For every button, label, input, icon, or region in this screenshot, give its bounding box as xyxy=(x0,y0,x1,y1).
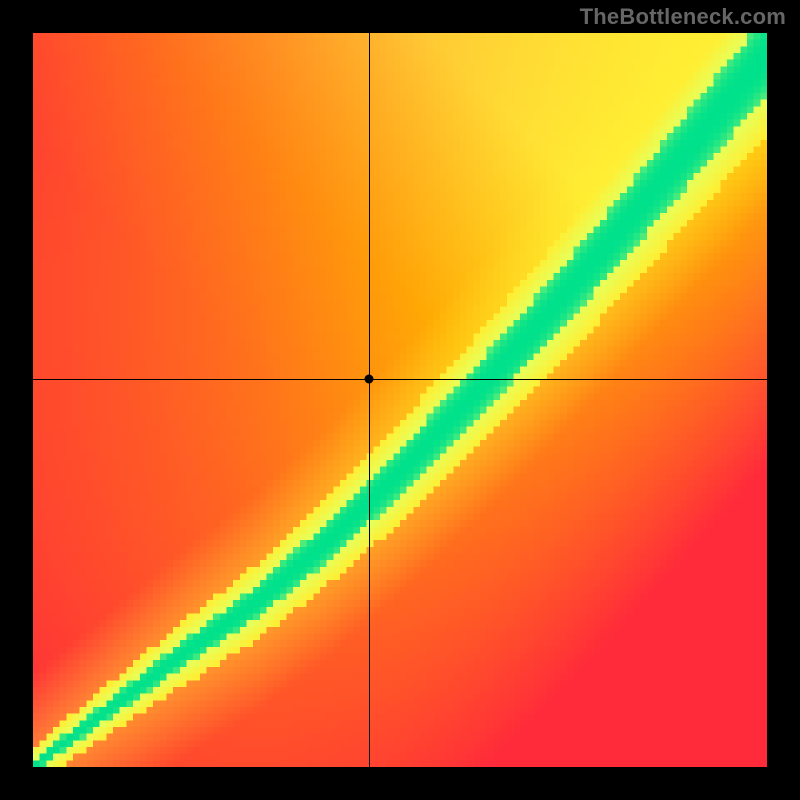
crosshair-dot xyxy=(365,375,374,384)
crosshair-vertical xyxy=(369,33,370,767)
watermark-text: TheBottleneck.com xyxy=(580,4,786,30)
chart-container: TheBottleneck.com xyxy=(0,0,800,800)
crosshair-horizontal xyxy=(33,379,767,380)
plot-area xyxy=(33,33,767,767)
heatmap-canvas xyxy=(33,33,767,767)
